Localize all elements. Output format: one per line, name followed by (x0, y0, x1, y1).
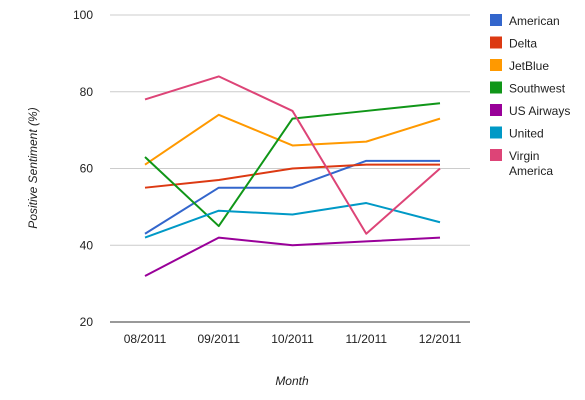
legend-swatch (490, 14, 502, 26)
legend-entry-southwest: Southwest (490, 81, 566, 96)
legend: American Delta JetBlue Southwest US Airways U… (490, 14, 570, 178)
legend-swatch (490, 104, 502, 116)
series-line-united (144, 202, 441, 239)
series-line-southwest (144, 102, 441, 228)
legend-label: US Airways (509, 104, 570, 118)
y-tick-label: 100 (73, 8, 93, 22)
legend-swatch (490, 81, 502, 94)
legend-swatch (490, 36, 502, 49)
y-tick-label: 40 (80, 238, 94, 252)
x-tick-label: 09/2011 (198, 332, 241, 346)
x-tick-label: 08/2011 (124, 332, 167, 346)
series-line-us-airways (144, 236, 441, 277)
y-axis-title: Positive Sentiment (%) (26, 107, 40, 228)
legend-label: American (509, 14, 560, 28)
x-tick-label: 11/2011 (345, 332, 387, 346)
y-tick-label: 80 (80, 85, 94, 99)
y-axis-ticks: 20 40 60 80 100 (73, 8, 93, 329)
legend-label: United (509, 127, 544, 141)
legend-entry-virgin-america: Virgin America (490, 149, 553, 178)
legend-entry-american: American (490, 14, 560, 28)
legend-label: Delta (509, 37, 537, 51)
legend-swatch (490, 59, 502, 71)
legend-entry-us-airways: US Airways (490, 104, 570, 118)
y-tick-label: 20 (80, 315, 94, 329)
y-tick-label: 60 (80, 162, 94, 176)
x-axis-title: Month (275, 374, 309, 388)
legend-swatch (490, 149, 502, 161)
legend-entry-united: United (490, 126, 544, 141)
series-line-jetblue (144, 113, 441, 166)
series-line-virgin-america (144, 75, 441, 235)
series-line-delta (144, 163, 440, 189)
x-axis-ticks: 08/2011 09/2011 10/2011 11/2011 12/2011 (124, 332, 462, 346)
legend-swatch (490, 126, 502, 139)
x-tick-label: 12/2011 (419, 332, 462, 346)
x-tick-label: 10/2011 (271, 332, 314, 346)
legend-entry-delta: Delta (490, 36, 537, 51)
legend-label: Virgin America (509, 149, 553, 178)
series-lines (144, 75, 441, 277)
legend-entry-jetblue: JetBlue (490, 59, 549, 73)
legend-label: JetBlue (509, 59, 549, 73)
legend-label: Southwest (509, 82, 566, 96)
